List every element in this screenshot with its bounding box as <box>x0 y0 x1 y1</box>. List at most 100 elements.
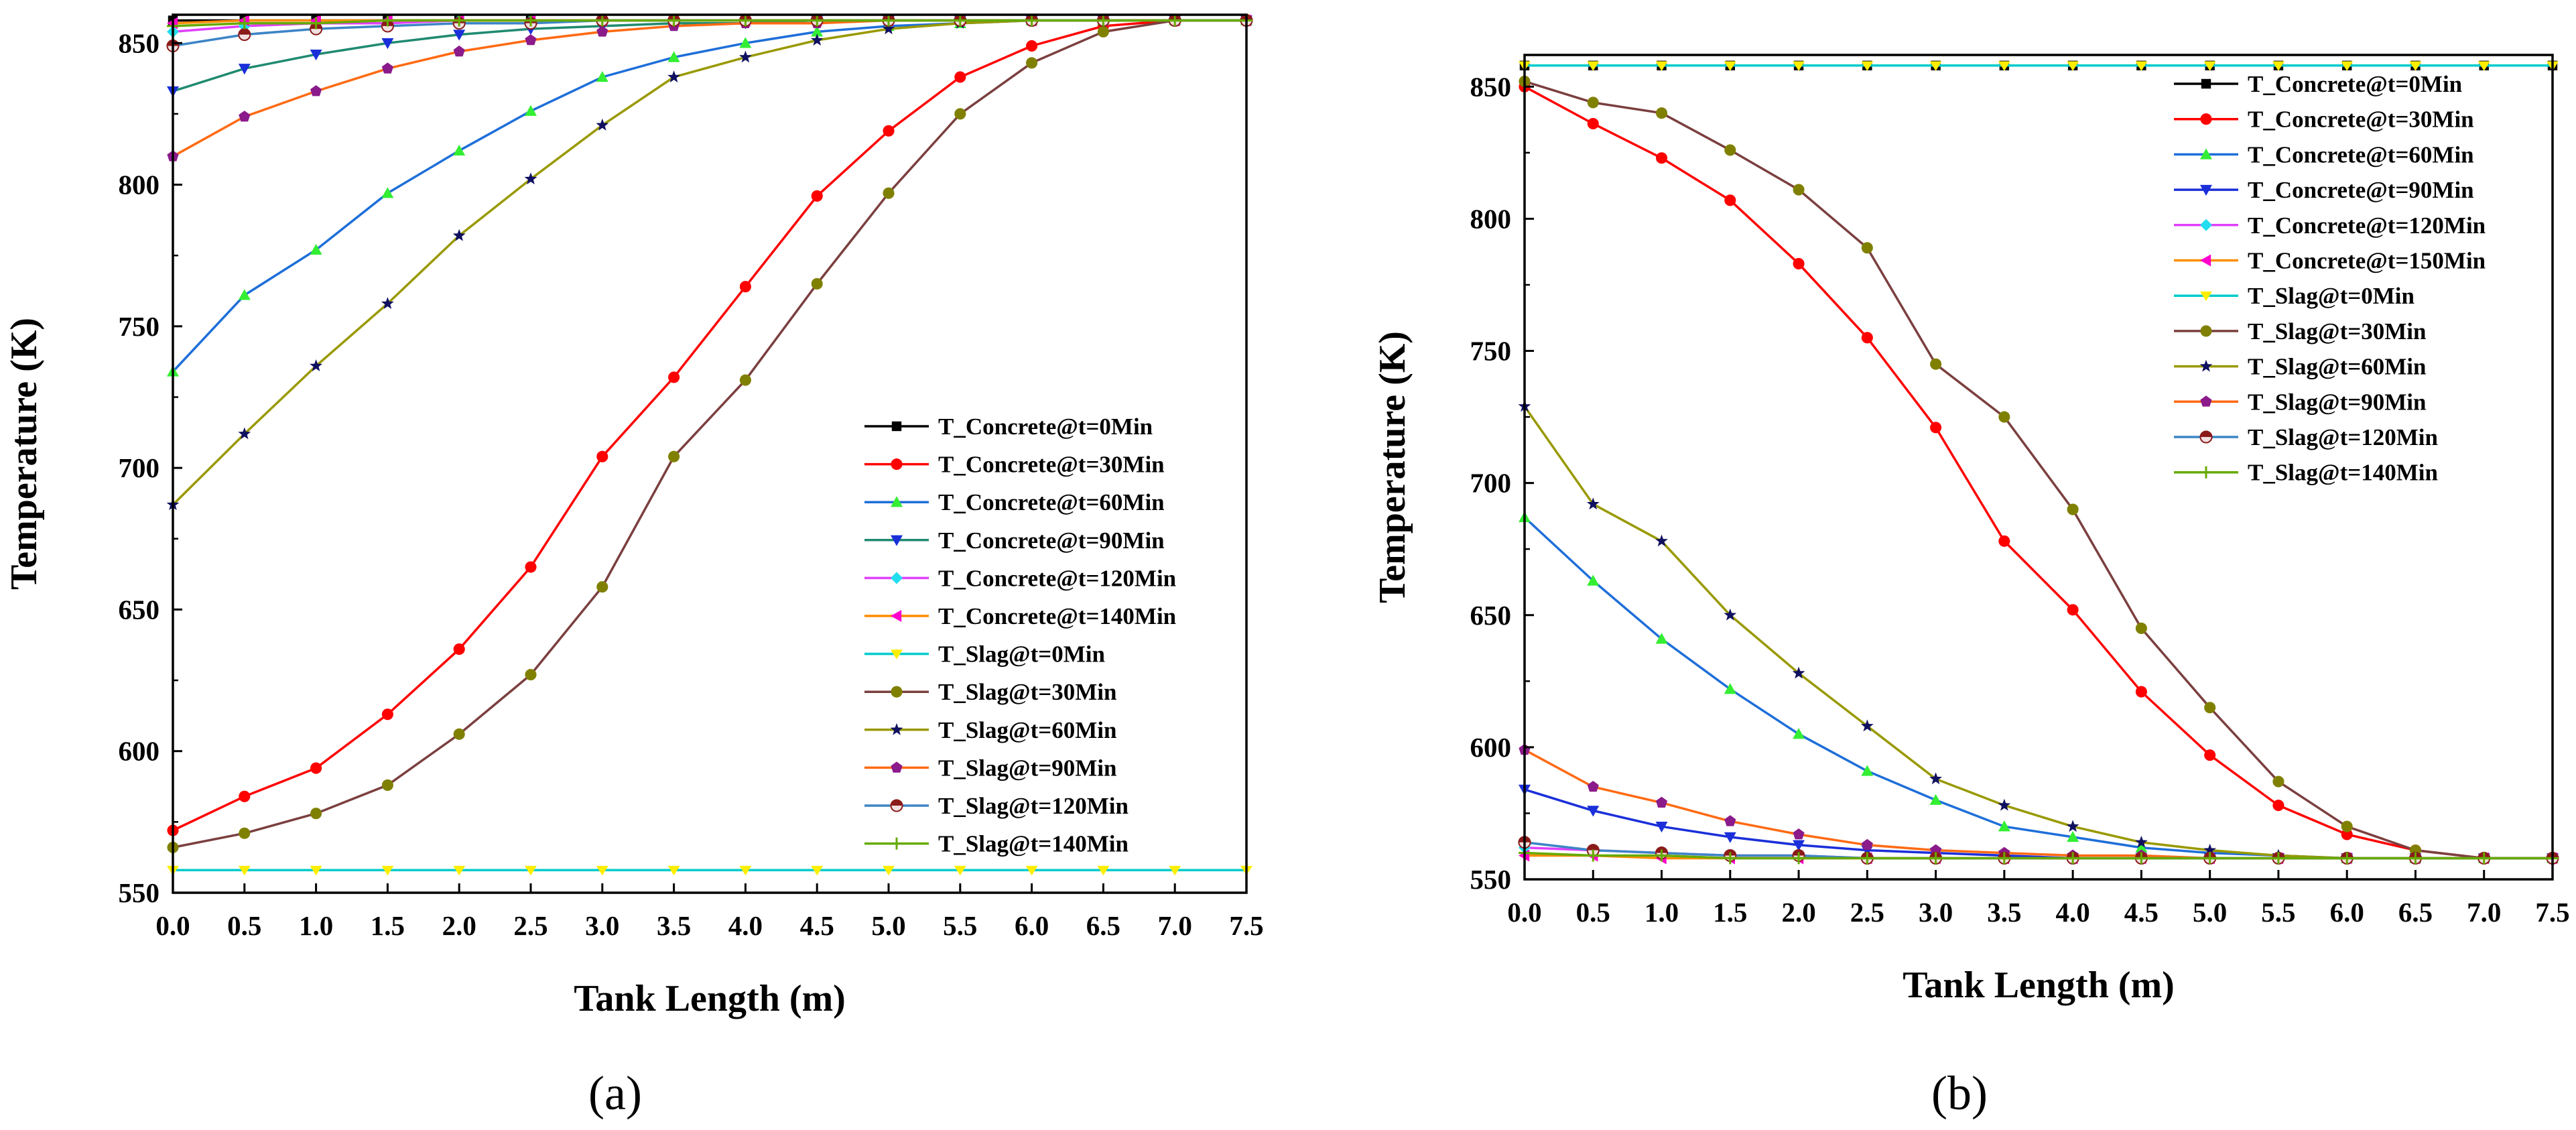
x-tick-label-a-12: 6.0 <box>1015 910 1049 941</box>
legend-marker-a-7 <box>891 686 903 698</box>
legend-item-a-7: T_Slag@t=30Min <box>864 679 1116 705</box>
legend-item-a-10: T_Slag@t=120Min <box>864 793 1129 819</box>
data-point-b-6-12 <box>2341 61 2354 71</box>
legend-a: T_Concrete@t=0Min T_Concrete@t=30Min T_Con… <box>864 414 1176 857</box>
data-point-a-7-13 <box>1097 25 1109 38</box>
data-point-a-1-8 <box>739 281 751 293</box>
x-tick-label-b-14: 7.0 <box>2467 897 2501 928</box>
data-point-a-11-4 <box>453 14 466 27</box>
x-tick-label-b-9: 4.5 <box>2124 897 2159 928</box>
legend-item-a-8: T_Slag@t=60Min <box>864 717 1116 743</box>
legend-item-a-6: T_Slag@t=0Min <box>864 641 1105 668</box>
data-point-b-11-2 <box>1655 849 1668 862</box>
x-tick-label-a-10: 5.0 <box>871 910 905 941</box>
data-point-a-7-7 <box>668 450 680 462</box>
series-b-1 <box>1519 80 2559 865</box>
legend-label-a-1: T_Concrete@t=30Min <box>938 452 1165 478</box>
data-point-b-7-11 <box>2272 775 2284 788</box>
data-point-b-2-4 <box>1793 728 1805 739</box>
data-point-b-8-3 <box>1724 608 1737 621</box>
y-tick-label-b-0: 550 <box>1470 864 1512 895</box>
data-point-b-7-4 <box>1793 184 1805 196</box>
legend-item-a-2: T_Concrete@t=60Min <box>864 489 1165 515</box>
legend-marker-a-10 <box>890 799 903 812</box>
x-tick-label-a-9: 4.5 <box>800 910 834 941</box>
data-point-a-11-6 <box>596 14 608 27</box>
data-point-a-1-5 <box>525 561 537 573</box>
data-point-b-9-2 <box>1656 796 1668 808</box>
legend-item-a-9: T_Slag@t=90Min <box>864 755 1116 781</box>
data-point-a-1-2 <box>310 762 322 774</box>
legend-label-a-5: T_Concrete@t=140Min <box>938 603 1176 629</box>
data-point-a-3-3 <box>381 38 394 50</box>
data-point-a-6-11 <box>954 865 966 876</box>
data-point-a-11-8 <box>739 14 752 27</box>
data-point-a-6-3 <box>381 865 394 876</box>
data-point-a-9-3 <box>381 62 393 74</box>
data-point-a-9-2 <box>310 85 322 97</box>
legend-item-b-4: T_Concrete@t=120Min <box>2174 212 2486 239</box>
data-point-b-2-5 <box>1861 765 1874 776</box>
x-tick-label-a-15: 7.5 <box>1229 910 1263 941</box>
legend-marker-b-7 <box>2200 325 2212 337</box>
y-tick-label-b-4: 750 <box>1470 336 1512 367</box>
data-point-b-7-12 <box>2341 820 2353 832</box>
series-line-a-11 <box>172 19 1246 27</box>
legend-marker-a-9 <box>891 761 903 773</box>
data-point-a-1-4 <box>453 643 465 655</box>
data-point-b-1-4 <box>1793 257 1805 269</box>
x-tick-label-a-1: 0.5 <box>227 910 261 941</box>
data-point-a-7-11 <box>954 108 966 120</box>
legend-label-a-3: T_Concrete@t=90Min <box>938 527 1165 554</box>
data-point-a-8-6 <box>596 118 609 131</box>
data-point-b-7-10 <box>2204 702 2216 714</box>
data-point-b-2-6 <box>1929 794 1942 805</box>
y-axis-label-a: Temperature (K) <box>3 318 45 590</box>
plot-area-b <box>1518 60 2559 865</box>
legend-label-a-6: T_Slag@t=0Min <box>938 641 1105 668</box>
y-tick-label-a-2: 650 <box>119 594 160 625</box>
data-point-a-8-2 <box>310 359 322 371</box>
x-tick-label-b-3: 1.5 <box>1713 897 1747 928</box>
data-point-a-8-10 <box>882 22 895 35</box>
x-tick-label-b-6: 3.0 <box>1919 897 1953 928</box>
x-tick-label-a-8: 4.0 <box>728 910 763 941</box>
data-point-a-6-4 <box>453 865 466 876</box>
x-tick-label-a-5: 2.5 <box>513 910 548 941</box>
series-line-a-7 <box>172 19 1246 849</box>
data-point-a-1-7 <box>668 371 680 383</box>
x-axis-label-a: Tank Length (m) <box>574 978 846 1019</box>
data-point-b-11-7 <box>1998 852 2010 865</box>
data-point-a-7-12 <box>1026 57 1038 69</box>
data-point-a-11-1 <box>238 17 251 29</box>
legend-item-b-3: T_Concrete@t=90Min <box>2174 177 2474 203</box>
x-tick-label-b-8: 4.0 <box>2056 897 2090 928</box>
legend-label-b-10: T_Slag@t=120Min <box>2248 424 2438 450</box>
data-point-b-9-5 <box>1861 838 1873 850</box>
legend-item-b-8: T_Slag@t=60Min <box>2174 354 2426 380</box>
series-a-11 <box>167 14 1252 32</box>
x-tick-label-b-13: 6.5 <box>2398 897 2433 928</box>
legend-marker-b-2 <box>2200 148 2212 160</box>
data-point-a-11-14 <box>1169 14 1181 27</box>
data-point-b-2-7 <box>1998 820 2010 832</box>
legend-item-b-7: T_Slag@t=30Min <box>2174 318 2426 344</box>
x-tick-label-b-2: 1.0 <box>1645 897 1679 928</box>
data-point-b-3-3 <box>1724 832 1736 843</box>
legend-item-b-0: T_Concrete@t=0Min <box>2174 71 2462 97</box>
legend-label-b-4: T_Concrete@t=120Min <box>2248 212 2486 239</box>
data-point-a-6-12 <box>1025 865 1038 876</box>
legend-marker-a-11 <box>891 837 903 850</box>
data-point-a-8-3 <box>381 297 394 309</box>
legend-marker-a-1 <box>891 458 903 470</box>
legend-marker-b-4 <box>2200 218 2212 231</box>
data-point-b-6-11 <box>2272 61 2284 71</box>
legend-label-b-5: T_Concrete@t=150Min <box>2248 248 2486 274</box>
data-point-a-9-1 <box>239 111 251 122</box>
y-tick-label-a-0: 550 <box>119 877 160 908</box>
data-point-a-11-11 <box>954 14 966 27</box>
data-point-b-3-1 <box>1587 806 1600 817</box>
data-point-a-8-9 <box>810 34 824 46</box>
data-point-a-1-9 <box>811 190 823 202</box>
data-point-b-8-7 <box>1998 798 2011 811</box>
